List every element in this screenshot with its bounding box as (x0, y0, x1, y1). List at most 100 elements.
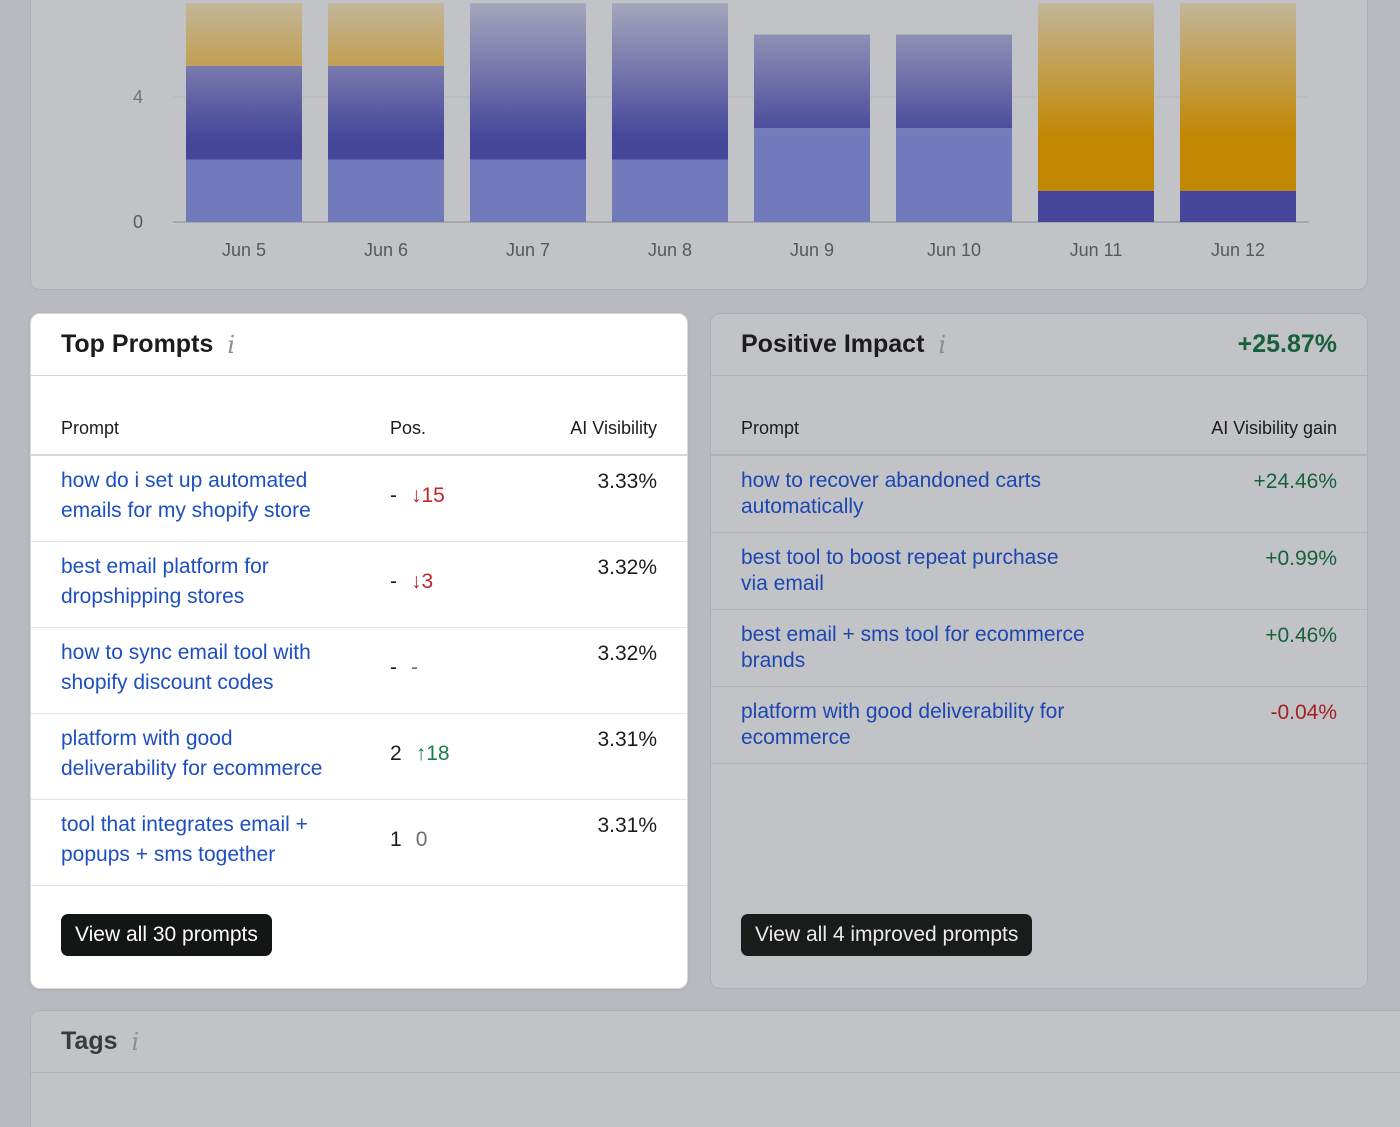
info-icon[interactable]: i (227, 330, 235, 359)
table-row: how do i set up automated emails for my s… (31, 456, 687, 542)
ai-visibility-value: 3.33% (597, 470, 657, 493)
x-tick-label: Jun 10 (927, 240, 981, 260)
column-header-prompt[interactable]: Prompt (741, 418, 800, 438)
position-cell: - ↓15 (390, 484, 445, 508)
bar-segment (1038, 190, 1154, 222)
position-value: - (390, 656, 397, 679)
table-row: how to recover abandoned carts automatica… (711, 456, 1367, 533)
prompt-link-line: how to recover abandoned carts (741, 469, 1042, 492)
ai-visibility-gain-value: -0.04% (1270, 701, 1337, 724)
ai-visibility-value: 3.32% (597, 556, 657, 579)
top-prompts-title: Top Prompts (61, 330, 214, 358)
prompt-link-line: how to sync email tool with (61, 641, 311, 664)
prompt-link[interactable]: platform with good deliverability for eco… (741, 699, 1064, 751)
position-change: ↓15 (411, 484, 445, 507)
bar-segment (896, 128, 1012, 222)
prompt-link[interactable]: platform with good deliverability for eco… (61, 724, 322, 784)
ai-visibility-gain-value: +24.46% (1253, 470, 1338, 493)
positive-impact-title: Positive Impact (741, 330, 925, 358)
prompt-link-line: platform with good deliverability for (741, 700, 1065, 723)
y-tick-label: 0 (133, 212, 143, 232)
table-row: how to sync email tool with shopify disco… (31, 628, 687, 714)
table-row: platform with good deliverability for eco… (31, 714, 687, 800)
bar-segment (1180, 190, 1296, 222)
prompt-link-line: automatically (741, 495, 864, 518)
prompt-link[interactable]: best email + sms tool for ecommerce brand… (741, 622, 1085, 674)
position-cell: 2 ↑18 (390, 742, 450, 766)
prompt-link-line: brands (741, 649, 806, 672)
prompt-link-line: popups + sms together (61, 843, 276, 866)
ai-visibility-gain-value: +0.46% (1265, 624, 1337, 647)
prompt-link-line: how do i set up automated (61, 469, 308, 492)
position-change: ↓3 (411, 570, 434, 593)
column-header-ai-visibility[interactable]: AI Visibility (570, 418, 657, 438)
table-row: platform with good deliverability for eco… (711, 687, 1367, 764)
position-value: - (390, 570, 397, 593)
tags-card: Tags i (30, 1010, 1400, 1127)
column-header-prompt[interactable]: Prompt (61, 418, 120, 438)
tags-title: Tags (61, 1027, 118, 1055)
prompt-link[interactable]: best email platform for dropshipping stor… (61, 552, 269, 612)
position-change: ↑18 (415, 742, 450, 765)
top-prompts-card: Top Prompts i Prompt Pos. AI Visibility … (30, 313, 688, 989)
table-row: best tool to boost repeat purchase via em… (711, 533, 1367, 610)
prompt-link[interactable]: how do i set up automated emails for my s… (61, 466, 311, 526)
x-tick-label: Jun 8 (648, 240, 692, 260)
x-tick-label: Jun 6 (364, 240, 408, 260)
position-value: 1 (390, 828, 402, 851)
view-all-prompts-button[interactable]: View all 30 prompts (61, 914, 272, 956)
prompt-link-line: deliverability for ecommerce (61, 757, 323, 780)
view-all-improved-prompts-button[interactable]: View all 4 improved prompts (741, 914, 1033, 956)
x-tick-label: Jun 5 (222, 240, 266, 260)
prompt-link-line: best tool to boost repeat purchase (741, 546, 1059, 569)
bar-segment (470, 159, 586, 222)
bar-segment (186, 159, 302, 222)
table-row: tool that integrates email + popups + sms… (31, 800, 687, 886)
table-header-divider (711, 454, 1367, 456)
bar-segment (612, 159, 728, 222)
column-header-position[interactable]: Pos. (390, 418, 427, 438)
ai-visibility-gain-value: +0.99% (1265, 547, 1337, 570)
prompt-link-line: best email platform for (61, 555, 269, 578)
bar-segment (754, 128, 870, 222)
table-header-divider (31, 454, 687, 456)
position-cell: -- (390, 656, 418, 680)
ai-visibility-value: 3.31% (597, 814, 657, 837)
prompt-link-line: tool that integrates email + (61, 813, 308, 836)
positive-impact-total: +25.87% (1237, 330, 1337, 358)
x-tick-label: Jun 11 (1070, 240, 1123, 260)
prompt-link-line: dropshipping stores (61, 585, 245, 608)
positive-impact-header: Positive Impact i +25.87% (711, 314, 1367, 376)
position-cell: - ↓3 (390, 570, 433, 594)
prompt-link-line: platform with good (61, 727, 233, 750)
ai-visibility-value: 3.32% (597, 642, 657, 665)
prompt-link-line: emails for my shopify store (61, 499, 311, 522)
prompt-link[interactable]: how to sync email tool with shopify disco… (61, 638, 311, 698)
prompt-link[interactable]: tool that integrates email + popups + sms… (61, 810, 308, 870)
info-icon[interactable]: i (938, 330, 947, 359)
x-tick-label: Jun 7 (506, 240, 550, 260)
prompt-link[interactable]: best tool to boost repeat purchase via em… (741, 545, 1059, 597)
tags-header: Tags i (31, 1011, 1400, 1073)
ai-visibility-value: 3.31% (597, 728, 657, 751)
position-change: - (411, 656, 418, 679)
position-change: 0 (415, 828, 428, 851)
prompt-link-line: ecommerce (741, 726, 851, 749)
prompt-link[interactable]: how to recover abandoned carts automatica… (741, 468, 1041, 520)
x-tick-label: Jun 9 (790, 240, 834, 260)
positive-impact-card: Positive Impact i +25.87% Prompt AI Visi… (710, 313, 1368, 989)
x-tick-label: Jun 12 (1211, 240, 1265, 260)
prompt-link-line: via email (741, 572, 824, 595)
table-row: best email platform for dropshipping stor… (31, 542, 687, 628)
info-icon[interactable]: i (131, 1027, 140, 1056)
table-row: best email + sms tool for ecommerce brand… (711, 610, 1367, 687)
column-header-ai-visibility-gain[interactable]: AI Visibility gain (1211, 418, 1337, 438)
prompt-link-line: best email + sms tool for ecommerce (741, 623, 1085, 646)
bar-segment (328, 159, 444, 222)
top-prompts-header: Top Prompts i (31, 314, 687, 376)
chart-top-fade (31, 0, 1367, 139)
prompt-link-line: shopify discount codes (61, 671, 274, 694)
